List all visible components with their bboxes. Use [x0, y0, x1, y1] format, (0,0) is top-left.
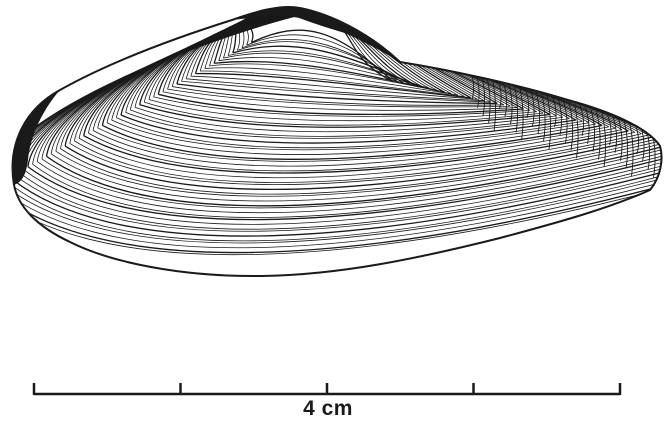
striation-line	[563, 100, 568, 143]
striation-line	[568, 102, 574, 151]
anterior-shading	[12, 90, 60, 185]
striation-line	[590, 109, 596, 152]
scale-bar-ticks	[32, 383, 622, 395]
striation-line	[612, 116, 618, 153]
striation-line	[530, 89, 535, 126]
striation-line	[607, 114, 612, 146]
striation-line	[519, 86, 524, 141]
striation-line	[491, 77, 497, 132]
striation-line	[502, 80, 508, 117]
striation-line	[541, 93, 546, 142]
striation-line	[623, 120, 629, 169]
striation-line	[546, 95, 552, 150]
striation-line	[579, 105, 585, 137]
striation-line	[552, 96, 557, 128]
striation-line	[513, 84, 519, 133]
shell-outline	[11, 5, 663, 278]
striation-line	[585, 107, 590, 144]
striation-line	[618, 118, 623, 161]
striation-line	[574, 104, 579, 159]
striation-line	[524, 87, 530, 119]
striation-line	[557, 98, 563, 135]
striation-line	[601, 113, 607, 168]
striation-line	[596, 111, 601, 160]
striation-line	[629, 122, 634, 177]
striation-line	[508, 82, 513, 125]
scale-bar-label: 4 cm	[303, 397, 353, 420]
umbo-shading	[232, 6, 400, 63]
striation-line	[535, 91, 541, 134]
bivalve-shell-icon	[11, 5, 663, 278]
